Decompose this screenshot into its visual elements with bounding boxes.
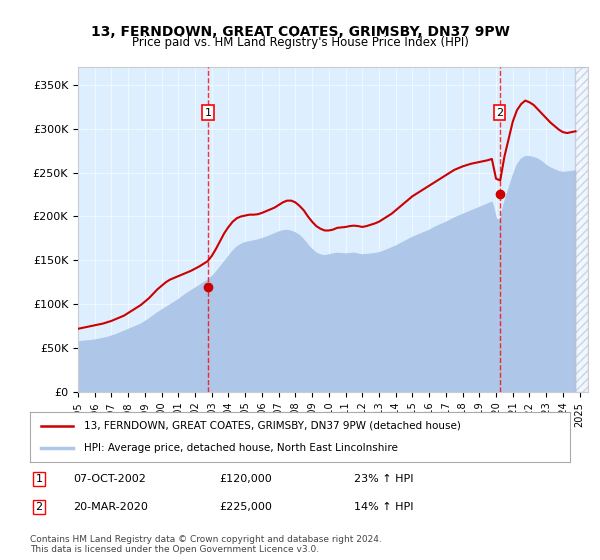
Text: Price paid vs. HM Land Registry's House Price Index (HPI): Price paid vs. HM Land Registry's House … <box>131 36 469 49</box>
Text: 13, FERNDOWN, GREAT COATES, GRIMSBY, DN37 9PW (detached house): 13, FERNDOWN, GREAT COATES, GRIMSBY, DN3… <box>84 421 461 431</box>
Text: Contains HM Land Registry data © Crown copyright and database right 2024.
This d: Contains HM Land Registry data © Crown c… <box>30 535 382 554</box>
Text: 23% ↑ HPI: 23% ↑ HPI <box>354 474 413 484</box>
Text: 07-OCT-2002: 07-OCT-2002 <box>73 474 146 484</box>
Text: 1: 1 <box>35 474 43 484</box>
Text: £120,000: £120,000 <box>219 474 272 484</box>
Text: £225,000: £225,000 <box>219 502 272 512</box>
Text: 13, FERNDOWN, GREAT COATES, GRIMSBY, DN37 9PW: 13, FERNDOWN, GREAT COATES, GRIMSBY, DN3… <box>91 25 509 39</box>
Text: 14% ↑ HPI: 14% ↑ HPI <box>354 502 413 512</box>
Text: 2: 2 <box>35 502 43 512</box>
Text: 1: 1 <box>205 108 211 118</box>
Text: 2: 2 <box>496 108 503 118</box>
Text: 20-MAR-2020: 20-MAR-2020 <box>73 502 148 512</box>
Text: HPI: Average price, detached house, North East Lincolnshire: HPI: Average price, detached house, Nort… <box>84 443 398 453</box>
